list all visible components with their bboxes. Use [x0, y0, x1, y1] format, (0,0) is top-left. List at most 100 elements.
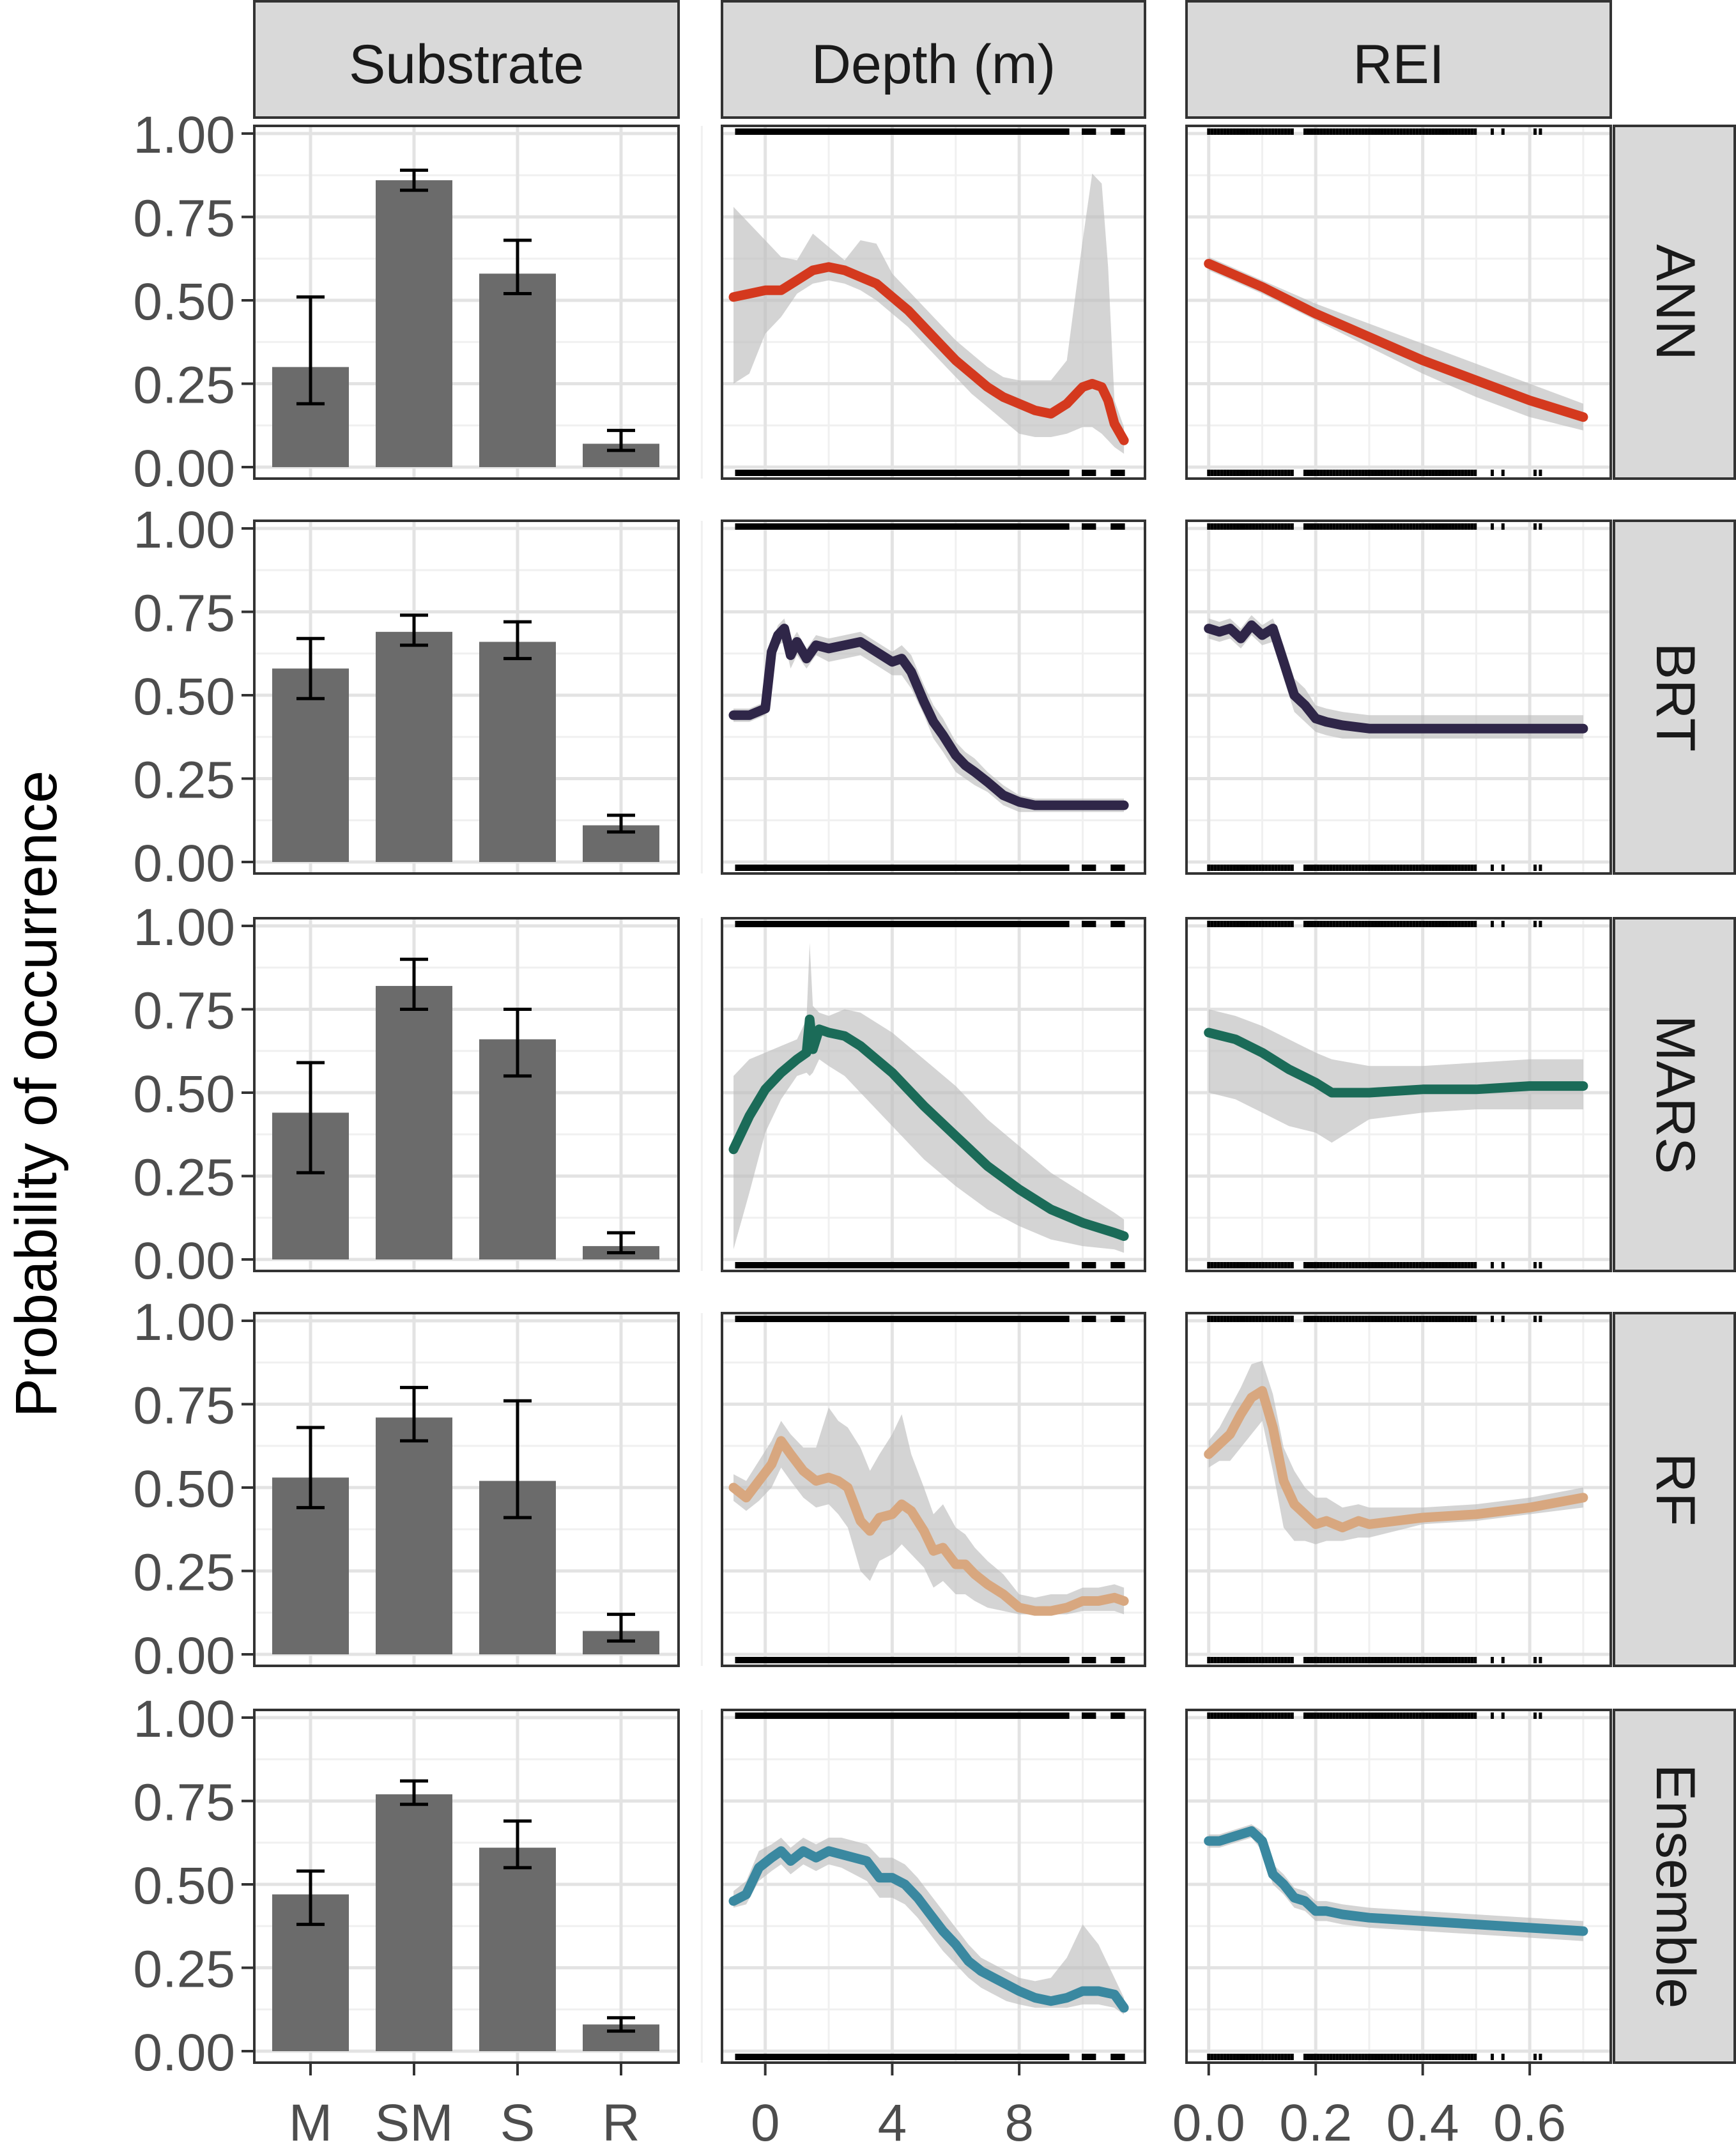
bar-S [479, 642, 556, 862]
y-tick-label: 0.75 [133, 190, 235, 248]
column-strip-1 [721, 0, 1146, 119]
y-tick-label: 0.75 [133, 585, 235, 643]
row-strip-2 [1613, 917, 1736, 1272]
x-tick-label: 0.2 [1279, 2094, 1352, 2147]
panel-3-1 [700, 1312, 1146, 1667]
y-tick-label: 0.25 [133, 1941, 235, 1999]
y-tick-label: 0.00 [133, 835, 235, 893]
bar-SM [376, 631, 452, 862]
response-line-BRT [1204, 620, 1588, 734]
response-line-BRT [728, 624, 1129, 810]
panel-border [253, 1312, 680, 1667]
panel-2-0 [253, 917, 680, 1272]
panels [253, 125, 1612, 2064]
confidence-ribbon [734, 1407, 1125, 1615]
panel-2-2 [1185, 917, 1612, 1272]
panel-4-0 [253, 1709, 680, 2064]
y-tick-label: 0.00 [133, 440, 235, 498]
x-tick-label: 4 [878, 2094, 907, 2147]
y-tick-label: 0.25 [133, 1544, 235, 1602]
panel-1-0 [253, 519, 680, 875]
x-tick-label: 0.6 [1493, 2094, 1566, 2147]
y-tick-label: 0.75 [133, 982, 235, 1040]
confidence-ribbon [1208, 1009, 1583, 1143]
row-title-1: BRT [1645, 643, 1706, 751]
y-axes: 0.000.250.500.751.000.000.250.500.751.00… [133, 106, 254, 2082]
y-tick-label: 1.00 [133, 106, 235, 164]
row-strips: ANN BRT MARS RF Ensemble [1613, 125, 1736, 2064]
row-title-3: RF [1645, 1453, 1706, 1527]
panel-border [721, 519, 1146, 875]
bar-SM [376, 180, 452, 467]
y-tick-label: 0.75 [133, 1774, 235, 1832]
x-tick-label: S [500, 2094, 535, 2147]
x-tick-label: 0 [751, 2094, 780, 2147]
y-tick-label: 0.00 [133, 1627, 235, 1685]
response-line-ANN [1204, 259, 1588, 422]
panel-border [721, 917, 1146, 1272]
bar-SM [376, 1794, 452, 2051]
confidence-ribbon [734, 173, 1125, 454]
row-title-4: Ensemble [1645, 1764, 1706, 2008]
column-title-1: Depth (m) [811, 34, 1056, 95]
y-tick-label: 0.50 [133, 1857, 235, 1915]
panel-border [253, 1709, 680, 2064]
panel-border [721, 125, 1146, 480]
panel-2-1 [700, 917, 1146, 1272]
y-tick-label: 0.50 [133, 1065, 235, 1123]
row-strip-0 [1613, 125, 1736, 480]
panel-border [1185, 125, 1612, 480]
y-tick-label: 0.50 [133, 668, 235, 726]
response-line-RF [1204, 1386, 1588, 1533]
panel-0-2 [1185, 125, 1612, 480]
y-tick-label: 0.75 [133, 1377, 235, 1435]
bar-S [479, 1847, 556, 2051]
panel-background [1187, 521, 1611, 873]
bar-SM [376, 985, 452, 1259]
bar-SM [376, 1417, 452, 1654]
panel-1-1 [700, 519, 1146, 875]
y-tick-label: 0.00 [133, 1232, 235, 1290]
confidence-ribbon [734, 1837, 1125, 2015]
column-strips: Substrate Depth (m) REI [253, 0, 1612, 119]
response-line-MARS [728, 1014, 1129, 1241]
y-axis-title: Probability of occurrence [4, 771, 69, 1418]
panel-3-0 [253, 1312, 680, 1667]
panel-4-2 [1185, 1709, 1612, 2064]
column-strip-2 [1185, 0, 1612, 119]
response-line-Ensemble [728, 1846, 1129, 2013]
panel-border [253, 917, 680, 1272]
panel-4-1 [700, 1709, 1146, 2064]
panel-0-0 [253, 125, 680, 480]
y-tick-label: 0.25 [133, 357, 235, 415]
panel-1-2 [1185, 519, 1612, 875]
x-tick-label: R [602, 2094, 640, 2147]
column-title-0: Substrate [349, 34, 584, 95]
x-tick-label: 0.0 [1172, 2094, 1245, 2147]
panel-border [1185, 519, 1612, 875]
panel-border [1185, 1312, 1612, 1667]
panel-background [1187, 1710, 1611, 2063]
row-strip-3 [1613, 1312, 1736, 1667]
y-tick-label: 0.50 [133, 1460, 235, 1518]
bar-S [479, 273, 556, 467]
panel-border [721, 1709, 1146, 2064]
y-tick-label: 0.25 [133, 751, 235, 810]
panel-background [722, 521, 1145, 873]
y-tick-label: 1.00 [133, 501, 235, 559]
response-line-ANN [728, 262, 1129, 445]
panel-3-2 [1185, 1312, 1612, 1667]
row-strip-4 [1613, 1709, 1736, 2064]
column-title-2: REI [1353, 34, 1444, 95]
y-tick-label: 1.00 [133, 898, 235, 957]
response-line-Ensemble [1204, 1826, 1588, 1936]
panel-0-1 [700, 125, 1146, 480]
x-tick-label: 0.4 [1386, 2094, 1459, 2147]
bar-M [272, 668, 349, 862]
row-strip-1 [1613, 519, 1736, 875]
y-tick-label: 0.50 [133, 273, 235, 331]
row-title-2: MARS [1645, 1015, 1706, 1174]
confidence-ribbon [1208, 1360, 1583, 1544]
response-line-RF [728, 1436, 1129, 1616]
